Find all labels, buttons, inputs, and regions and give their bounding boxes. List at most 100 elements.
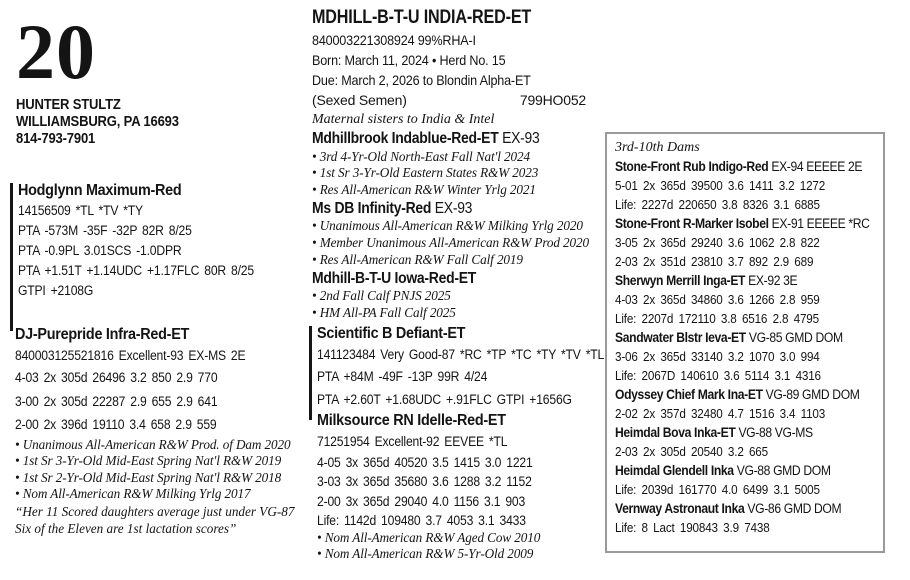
daughters-quote-line: Six of the Eleven are 1st lactation scor… bbox=[15, 520, 237, 536]
lifetime-record: Life: 2039d 161770 4.0 6499 3.1 5005 bbox=[615, 482, 820, 497]
lactation-record: 2-03 2x 305d 20540 3.2 665 bbox=[615, 444, 768, 459]
consignor-phone: 814-793-7901 bbox=[16, 131, 96, 148]
award-item: Nom All-American R&W Milking Yrlg 2017 bbox=[15, 486, 309, 503]
award-item: Res All-American R&W Winter Yrlg 2021 bbox=[312, 182, 604, 199]
animal-id-line: 840003221308924 99%RHA-I bbox=[312, 32, 476, 48]
pedigree-bracket-left bbox=[10, 183, 13, 331]
dam-score: EX-94 EEEEE 2E bbox=[771, 159, 863, 174]
sire-pta-line: PTA -573M -35F -32P 82R 8/25 bbox=[18, 223, 192, 238]
lactation-record: 4-03 2x 365d 34860 3.6 1266 2.8 959 bbox=[615, 292, 820, 307]
pedigree-bracket-mid bbox=[309, 326, 312, 420]
extended-dams-box: 3rd-10th Dams Stone-Front Rub Indigo-Red… bbox=[605, 132, 885, 553]
dam-score: VG-85 GMD DOM bbox=[748, 330, 843, 345]
born-line: Born: March 11, 2024 • Herd No. 15 bbox=[312, 52, 506, 68]
dam-name-line: Heimdal Glendell Inka VG-88 GMD DOM bbox=[615, 461, 853, 480]
maternal-sister-entry: Ms DB Infinity-Red EX-93 Unanimous All-A… bbox=[312, 199, 604, 269]
dam-block: DJ-Purepride Infra-Red-ET 84000312552181… bbox=[15, 324, 309, 537]
extended-dams-title: 3rd-10th Dams bbox=[615, 140, 700, 155]
sire2-reg-line: 141123484 Very Good-87 *RC *TP *TC *TY *… bbox=[317, 347, 605, 362]
consignor-block: 20 HUNTER STULTZ WILLIAMSBURG, PA 16693 … bbox=[16, 4, 306, 148]
dam-score: EX-91 EEEEE *RC bbox=[771, 216, 870, 231]
dam-entry: Sherwyn Merrill Inga-ET EX-92 3E 4-03 2x… bbox=[615, 271, 879, 328]
maternal-sisters-note: Maternal sisters to India & Intel bbox=[312, 112, 495, 127]
lactation-record: 3-03 3x 365d 35680 3.6 1288 3.2 1152 bbox=[317, 474, 532, 490]
lactation-record: 2-00 3x 365d 29040 4.0 1156 3.1 903 bbox=[317, 493, 526, 509]
lactation-record: 3-00 2x 305d 22287 2.9 655 2.9 641 bbox=[15, 393, 218, 409]
dam-name: Heimdal Bova Inka-ET bbox=[615, 425, 736, 440]
daughters-quote-line: “Her 11 Scored daughters average just un… bbox=[15, 503, 295, 519]
award-item: 2nd Fall Calf PNJS 2025 bbox=[312, 288, 604, 305]
animal-name: MDHILL-B-T-U INDIA-RED-ET bbox=[312, 7, 532, 28]
lactation-record: 2-02 2x 357d 32480 4.7 1516 3.4 1103 bbox=[615, 406, 826, 421]
sire-name: Hodglynn Maximum-Red bbox=[18, 182, 182, 199]
lifetime-record: Life: 8 Lact 190843 3.9 7438 bbox=[615, 520, 770, 535]
consignor-location: WILLIAMSBURG, PA 16693 bbox=[16, 114, 179, 131]
lifetime-record: Life: 2067D 140610 3.6 5114 3.1 4316 bbox=[615, 368, 821, 383]
dam-name-line: Stone-Front R-Marker Isobel EX-91 EEEEE … bbox=[615, 214, 870, 233]
sire2-pta-line: PTA +2.60T +1.68UDC +.91FLC GTPI +1656G bbox=[317, 391, 572, 407]
dam-score: EX-92 3E bbox=[748, 273, 798, 288]
lactation-record: 2-03 2x 351d 23810 3.7 892 2.9 689 bbox=[615, 254, 814, 269]
award-item: 1st Sr 3-Yr-Old Mid-East Spring Nat'l R&… bbox=[15, 453, 309, 470]
dam-name-line: Sherwyn Merrill Inga-ET EX-92 3E bbox=[615, 271, 853, 290]
dam-name: Vernway Astronaut Inka bbox=[615, 501, 745, 516]
dam-entry: Odyssey Chief Mark Ina-ET VG-89 GMD DOM … bbox=[615, 385, 879, 423]
sire2-name: Scientific B Defiant-ET bbox=[317, 325, 466, 342]
dam-reg-line: 840003125521816 Excellent-93 EX-MS 2E bbox=[15, 348, 246, 363]
dam-score: VG-89 GMD DOM bbox=[765, 387, 860, 402]
dam-name: DJ-Purepride Infra-Red-ET bbox=[15, 326, 190, 343]
dam-name: Sandwater Blstr Ieva-ET bbox=[615, 330, 746, 345]
maternal-sister-entry: Mdhill-B-T-U Iowa-Red-ET 2nd Fall Calf P… bbox=[312, 269, 604, 322]
sire-block: Hodglynn Maximum-Red 14156509 *TL *TV *T… bbox=[18, 180, 306, 301]
sister-name-line: Mdhillbrook Indablue-Red-ET EX-93 bbox=[312, 129, 575, 149]
sister-name-line: Ms DB Infinity-Red EX-93 bbox=[312, 199, 575, 219]
service-sire-code: 799HO052 bbox=[519, 92, 586, 108]
dam-name: Odyssey Chief Mark Ina-ET bbox=[615, 387, 763, 402]
dam-entry: Sandwater Blstr Ieva-ET VG-85 GMD DOM 3-… bbox=[615, 328, 879, 385]
dam-score: VG-86 GMD DOM bbox=[747, 501, 842, 516]
dam-name-line: Vernway Astronaut Inka VG-86 GMD DOM bbox=[615, 499, 853, 518]
sister-score: EX-93 bbox=[434, 199, 473, 217]
dam-entry: Stone-Front Rub Indigo-Red EX-94 EEEEE 2… bbox=[615, 157, 879, 214]
lactation-record: 2-00 2x 396d 19110 3.4 658 2.9 559 bbox=[15, 417, 217, 432]
dam-name-line: Odyssey Chief Mark Ina-ET VG-89 GMD DOM bbox=[615, 385, 860, 404]
dam-name: Stone-Front R-Marker Isobel bbox=[615, 216, 769, 231]
sire2-pta-line: PTA +84M -49F -13P 99R 4/24 bbox=[317, 369, 488, 385]
sexed-semen-note: (Sexed Semen) bbox=[312, 92, 407, 108]
dam-name-line: Sandwater Blstr Ieva-ET VG-85 GMD DOM bbox=[615, 328, 853, 347]
award-item: Res All-American R&W Fall Calf 2019 bbox=[312, 252, 604, 269]
dam-entry: Heimdal Glendell Inka VG-88 GMD DOM Life… bbox=[615, 461, 879, 499]
dam-entry: Heimdal Bova Inka-ET VG-88 VG-MS 2-03 2x… bbox=[615, 423, 879, 461]
lactation-record: 5-01 2x 365d 39500 3.6 1411 3.2 1272 bbox=[615, 178, 826, 193]
sister-name-line: Mdhill-B-T-U Iowa-Red-ET bbox=[312, 269, 575, 289]
sister-name: Mdhill-B-T-U Iowa-Red-ET bbox=[312, 269, 477, 287]
animal-header: MDHILL-B-T-U INDIA-RED-ET 84000322130892… bbox=[312, 6, 604, 322]
award-item: HM All-PA Fall Calf 2025 bbox=[312, 305, 604, 322]
consignor-info: HUNTER STULTZ WILLIAMSBURG, PA 16693 814… bbox=[16, 97, 306, 148]
service-line: (Sexed Semen) 799HO052 bbox=[312, 90, 586, 110]
award-item: Nom All-American R&W 5-Yr-Old 2009 bbox=[317, 546, 605, 562]
maternal-sister-entry: Mdhillbrook Indablue-Red-ET EX-93 3rd 4-… bbox=[312, 129, 604, 199]
award-item: Unanimous All-American R&W Milking Yrlg … bbox=[312, 218, 604, 235]
dam-name: Stone-Front Rub Indigo-Red bbox=[615, 159, 769, 174]
lactation-record: 3-05 2x 365d 29240 3.6 1062 2.8 822 bbox=[615, 235, 820, 250]
sire-reg-line: 14156509 *TL *TV *TY bbox=[18, 203, 143, 218]
due-line: Due: March 2, 2026 to Blondin Alpha-ET bbox=[312, 72, 531, 88]
lactation-record: 3-06 2x 365d 33140 3.2 1070 3.0 994 bbox=[615, 349, 820, 364]
sire-pta-line: PTA +1.51T +1.14UDC +1.17FLC 80R 8/25 bbox=[18, 263, 254, 278]
dam2-name: Milksource RN Idelle-Red-ET bbox=[317, 411, 506, 429]
lot-number: 20 bbox=[16, 8, 96, 95]
second-pedigree-block: Scientific B Defiant-ET 141123484 Very G… bbox=[317, 324, 605, 562]
dam-score: VG-88 GMD DOM bbox=[736, 463, 831, 478]
sire-gtpi-line: GTPI +2108G bbox=[18, 283, 94, 298]
dam-score: VG-88 VG-MS bbox=[738, 425, 813, 440]
sister-score: EX-93 bbox=[502, 130, 540, 147]
lifetime-record: Life: 1142d 109480 3.7 4053 3.1 3433 bbox=[317, 513, 526, 529]
award-item: Member Unanimous All-American R&W Prod 2… bbox=[312, 235, 604, 252]
dam-name-line: Stone-Front Rub Indigo-Red EX-94 EEEEE 2… bbox=[615, 157, 863, 176]
dam-entry: Stone-Front R-Marker Isobel EX-91 EEEEE … bbox=[615, 214, 879, 271]
sire-pta-line: PTA -0.9PL 3.01SCS -1.0DPR bbox=[18, 243, 182, 258]
award-item: 1st Sr 2-Yr-Old Mid-East Spring Nat'l R&… bbox=[15, 470, 309, 487]
dam-name-line: Heimdal Bova Inka-ET VG-88 VG-MS bbox=[615, 423, 853, 442]
sister-name: Mdhillbrook Indablue-Red-ET bbox=[312, 130, 499, 147]
